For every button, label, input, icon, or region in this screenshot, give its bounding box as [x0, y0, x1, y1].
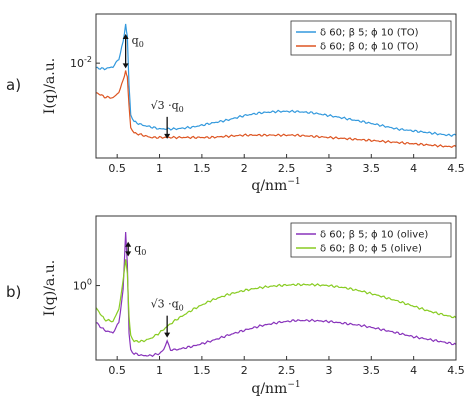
x-tick-label: 1.5 [193, 162, 211, 175]
legend: δ 60; β 5; ϕ 10 (TO) δ 60; β 0; ϕ 10 (TO) [290, 20, 452, 56]
x-tick-label: 2.5 [278, 364, 296, 377]
q0-label-sub: 0 [141, 248, 146, 257]
sqrt3-q0-label-text: √3 ·q [151, 298, 179, 311]
x-tick-label: 3 [325, 162, 332, 175]
x-tick-label: 1.5 [193, 364, 211, 377]
x-tick-label: 4 [410, 364, 417, 377]
sqrt3-q0-label: √3 ·q0 [151, 99, 184, 114]
legend-box [290, 222, 452, 258]
y-tick-base: 10 [70, 57, 84, 70]
sqrt3-q0-label-text: √3 ·q [151, 99, 179, 112]
x-axis-label: q/nm−1 [251, 380, 300, 397]
sqrt3-q0-arrowhead [164, 133, 171, 139]
sqrt3-q0-label-sub: 0 [179, 105, 184, 114]
legend-entry: δ 60; β 5; ϕ 10 (TO) [320, 28, 419, 39]
y-tick-exponent: 0 [87, 278, 92, 287]
legend: δ 60; β 5; ϕ 10 (olive) δ 60; β 0; ϕ 5 (o… [290, 222, 452, 258]
series-2 [95, 259, 457, 343]
q0-label-text: q [132, 34, 139, 47]
x-axis-label-exponent: −1 [287, 177, 300, 187]
x-axis-label: q/nm−1 [251, 177, 300, 194]
x-tick-label: 1 [156, 364, 163, 377]
q0-arrowhead-up [122, 33, 129, 39]
series-2 [95, 70, 457, 149]
panel-a: 0.5 1 1.5 2 2.5 3 3.5 4 4.5 10-2 q/nm−1 I(q)/a.u. a)… [6, 13, 465, 194]
q0-annotation: q0 [125, 241, 146, 257]
x-tick-label: 2.5 [278, 162, 296, 175]
q0-arrowhead-down [122, 63, 129, 69]
x-tick-label: 0.5 [108, 162, 126, 175]
series-line [95, 70, 457, 149]
series-line [95, 259, 457, 343]
x-axis-label-text: q/nm [251, 178, 287, 194]
sqrt3-q0-arrowhead [164, 332, 171, 338]
x-tick-label: 2 [241, 162, 248, 175]
legend-entry: δ 60; β 0; ϕ 10 (TO) [320, 42, 419, 53]
legend-entry: δ 60; β 5; ϕ 10 (olive) [320, 230, 428, 241]
q0-label-text: q [134, 242, 141, 255]
x-axis-label-text: q/nm [251, 381, 287, 397]
y-axis-label: I(q)/a.u. [42, 260, 58, 316]
x-tick-label: 1 [156, 162, 163, 175]
sqrt3-q0-annotation: √3 ·q0 [151, 298, 184, 338]
series-line [95, 23, 457, 137]
q0-label: q0 [132, 34, 144, 49]
x-tick-label: 4 [410, 162, 417, 175]
q0-label: q0 [134, 242, 146, 257]
y-tick-base: 10 [73, 280, 87, 293]
x-tick-label: 3 [325, 364, 332, 377]
q0-label-sub: 0 [139, 40, 144, 49]
y-axis-label: I(q)/a.u. [42, 58, 58, 114]
plot-frame [95, 215, 457, 361]
plot-frame [95, 13, 457, 159]
y-tick-label: 10-2 [70, 55, 92, 70]
x-axis-label-exponent: −1 [287, 380, 300, 390]
panel-b: 0.5 1 1.5 2 2.5 3 3.5 4 4.5100q/nm−1I(q)/a.u.b)δ… [6, 215, 465, 397]
sqrt3-q0-label: √3 ·q0 [151, 298, 184, 313]
panel-letter: b) [6, 283, 21, 301]
series-line [95, 232, 457, 358]
y-tick-exponent: -2 [84, 55, 92, 64]
x-tick-label: 4.5 [447, 364, 465, 377]
x-tick-label: 0.5 [108, 364, 126, 377]
series-1 [95, 232, 457, 358]
legend-box [290, 20, 452, 56]
q0-annotation: q0 [122, 33, 144, 69]
x-tick-label: 3.5 [363, 162, 381, 175]
series-1 [95, 23, 457, 137]
sqrt3-q0-label-sub: 0 [179, 304, 184, 313]
sqrt3-q0-annotation: √3 ·q0 [151, 99, 184, 139]
legend-entry: δ 60; β 0; ϕ 5 (olive) [320, 244, 422, 255]
x-tick-label: 4.5 [447, 162, 465, 175]
y-tick-label: 100 [73, 278, 92, 293]
panel-letter: a) [6, 76, 21, 94]
x-tick-label: 3.5 [363, 364, 381, 377]
x-tick-label: 2 [241, 364, 248, 377]
q0-arrowhead-up [125, 241, 132, 247]
q0-arrowhead-down [125, 251, 132, 257]
